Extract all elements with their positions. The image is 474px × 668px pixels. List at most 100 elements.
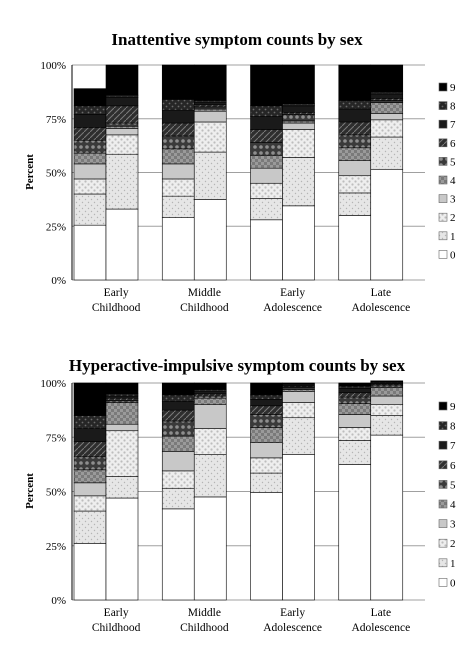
bar-segment-5	[250, 414, 283, 428]
bar-segment-5	[338, 134, 372, 149]
bar-segment-5	[250, 142, 283, 156]
y-axis-label: Percent	[24, 154, 36, 190]
y-tick-label: 25%	[46, 221, 66, 233]
legend-swatch-5	[438, 480, 448, 489]
bar-segment-8	[161, 99, 195, 111]
bar-segment-3	[370, 113, 404, 121]
bar-segment-2	[193, 121, 227, 153]
bar-segment-6	[73, 127, 107, 141]
bar-segment-7	[193, 102, 227, 106]
bar-segment-6	[193, 393, 227, 397]
bar-segment-1	[193, 454, 227, 498]
chart-plot: 0% 25% 50% 75% 100% Percent Early Childhood Midd…	[24, 60, 456, 314]
bar-segment-5	[73, 139, 107, 154]
x-tick-label: Middle	[188, 287, 221, 299]
bar-segment-7	[73, 428, 107, 442]
bar-segment-5	[370, 100, 404, 103]
bar-segment-8	[338, 385, 372, 389]
legend-label: 6	[450, 460, 456, 472]
x-tick-label: Childhood	[92, 302, 141, 314]
x-tick-label: Late	[371, 607, 391, 619]
bar-segment-4	[282, 389, 315, 392]
legend-label: 1	[450, 231, 456, 243]
bar-segment-5	[282, 387, 315, 390]
bar-segment-5	[282, 114, 315, 122]
bar-segment-1	[73, 510, 107, 544]
legend-swatch-1	[438, 558, 448, 568]
x-tick-label: Early	[280, 607, 305, 619]
x-tick-label: Childhood	[92, 622, 141, 634]
bar-segment-0	[73, 224, 107, 281]
legend-swatch-3	[438, 194, 448, 203]
bar-segment-9	[73, 382, 107, 416]
y-tick-label: 100%	[40, 60, 66, 72]
legend-swatch-5	[438, 157, 448, 166]
bar-segment-2	[338, 175, 372, 194]
x-tick-label: Late	[371, 287, 391, 299]
bar-segment-7	[105, 395, 139, 399]
bar-segment-2	[105, 134, 139, 155]
bar-segment-9	[250, 382, 283, 396]
bar-segment-4	[250, 155, 283, 169]
bar-segment-5	[161, 420, 195, 437]
bar-segment-7	[338, 388, 372, 394]
bar-segment-9	[282, 64, 315, 105]
bar-segment-4	[338, 403, 372, 415]
legend-label: 2	[450, 212, 456, 224]
bar-segment-8	[73, 415, 107, 429]
legend-label: 4	[450, 499, 456, 511]
bar-segment-1	[282, 417, 315, 455]
bar-segment-5	[73, 456, 107, 471]
bar-segment-8	[250, 105, 283, 117]
x-tick-label: Adolescence	[352, 302, 411, 314]
bar-segment-9	[193, 64, 227, 101]
bar-segment-6	[73, 441, 107, 458]
bar-segment-7	[105, 96, 139, 107]
bar-segment-0	[250, 219, 283, 281]
bar-segment-4	[161, 148, 195, 165]
chart-title: Hyperactive-impulsive symptom counts by …	[68, 356, 406, 375]
bar-segment-2	[161, 470, 195, 489]
bar-segment-0	[282, 205, 315, 281]
legend-label: 9	[450, 82, 456, 94]
legend-swatch-6	[438, 138, 448, 148]
y-tick-label: 50%	[46, 487, 66, 499]
bar-segment-8	[193, 100, 227, 103]
chart-title: Inattentive symptom counts by sex	[111, 30, 363, 49]
legend-label: 1	[450, 558, 456, 570]
legend-label: 8	[450, 421, 456, 433]
bar-segment-2	[282, 129, 315, 158]
bar-segment-0	[370, 434, 404, 601]
legend-swatch-8	[438, 101, 448, 110]
bar-segment-2	[282, 402, 315, 419]
x-tick-label: Adolescence	[263, 622, 322, 634]
bar-segment-9	[338, 382, 372, 387]
bar-segment-3	[161, 451, 195, 472]
bar-segment-0	[282, 454, 315, 601]
bar-segment-7	[282, 105, 315, 113]
legend-swatch-9	[438, 82, 448, 92]
chart-plot: 0% 25% 50% 75% 100% Percent Early Childhood Midd…	[24, 378, 456, 634]
bar-segment-0	[161, 217, 195, 281]
y-axis-label: Percent	[24, 473, 36, 509]
bar-segment-8	[105, 393, 139, 397]
bar-segment-5	[105, 400, 139, 403]
bar-segment-1	[250, 472, 283, 493]
y-tick-label: 0%	[51, 275, 66, 287]
bar-segment-6	[250, 405, 283, 415]
bar-segment-1	[282, 157, 315, 207]
bar-segment-9	[105, 64, 139, 96]
bar-segment-6	[338, 392, 372, 398]
y-tick-label: 25%	[46, 541, 66, 553]
legend-swatch-0	[438, 578, 448, 587]
legend-swatch-7	[438, 119, 448, 129]
bar-segment-1	[250, 198, 283, 221]
legend-swatch-0	[438, 250, 448, 259]
bar-segment-4	[105, 402, 139, 425]
legend-label: 6	[450, 138, 456, 150]
x-tick-label: Early	[280, 287, 305, 299]
bar-segment-9	[282, 382, 315, 385]
bar-segment-5	[193, 395, 227, 399]
bar-segment-0	[161, 508, 195, 601]
bar-segment-7	[250, 116, 283, 130]
